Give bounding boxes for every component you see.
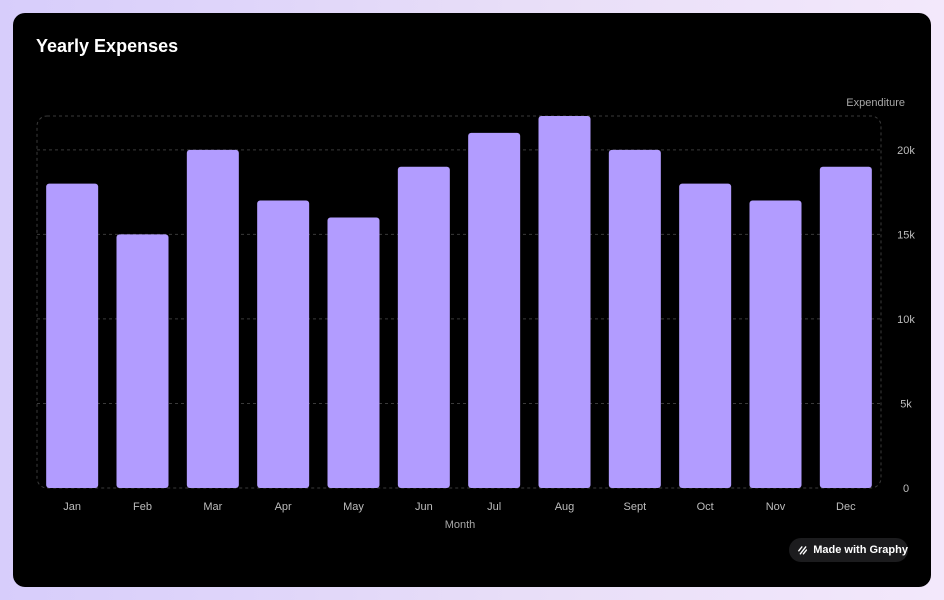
x-tick-label: Mar: [203, 501, 222, 513]
bar-mar: [186, 149, 239, 488]
bar-jun: [397, 166, 450, 488]
y-tick-label: 20k: [897, 145, 915, 157]
plot-frame: [36, 115, 882, 489]
made-with-graphy-button[interactable]: Made with Graphy: [789, 538, 908, 562]
y-axis-label: Expenditure: [846, 97, 905, 109]
graphy-logo-icon: [798, 546, 808, 555]
bar-chart: Jan Feb Mar Apr May Jun Jul Aug Sept Oct Nov Dec 0 5k…: [36, 97, 915, 531]
x-tick-label: Jul: [487, 501, 501, 513]
bar-dec: [819, 166, 872, 488]
x-tick-label: Jun: [415, 501, 433, 513]
bar-aug: [538, 116, 591, 488]
y-tick-label: 0: [903, 483, 909, 495]
y-tick-label: 10k: [897, 314, 915, 326]
bar-sept: [608, 149, 661, 488]
chart-card: Yearly Expenses Jan Feb Mar Apr May Jun Jul Aug…: [13, 13, 931, 587]
x-tick-label: Dec: [836, 501, 856, 513]
x-tick-label: Oct: [697, 501, 714, 513]
x-tick-label: Aug: [555, 501, 575, 513]
bar-feb: [116, 234, 169, 488]
made-with-graphy-label: Made with Graphy: [813, 544, 908, 556]
bar-jan: [46, 183, 99, 489]
bar-may: [327, 217, 380, 489]
y-tick-label: 15k: [897, 229, 915, 241]
x-tick-label: May: [343, 501, 364, 513]
x-tick-label: Nov: [766, 501, 786, 513]
chart-title: Yearly Expenses: [36, 36, 179, 56]
x-tick-label: Jan: [63, 501, 81, 513]
x-tick-label: Feb: [133, 501, 152, 513]
bar-apr: [257, 200, 310, 488]
bar-jul: [468, 132, 521, 488]
bar-nov: [749, 200, 802, 488]
x-tick-label: Apr: [275, 501, 292, 513]
x-axis-label: Month: [445, 519, 476, 531]
x-tick-label: Sept: [624, 501, 647, 513]
bar-oct: [679, 183, 732, 489]
y-tick-label: 5k: [900, 398, 912, 410]
